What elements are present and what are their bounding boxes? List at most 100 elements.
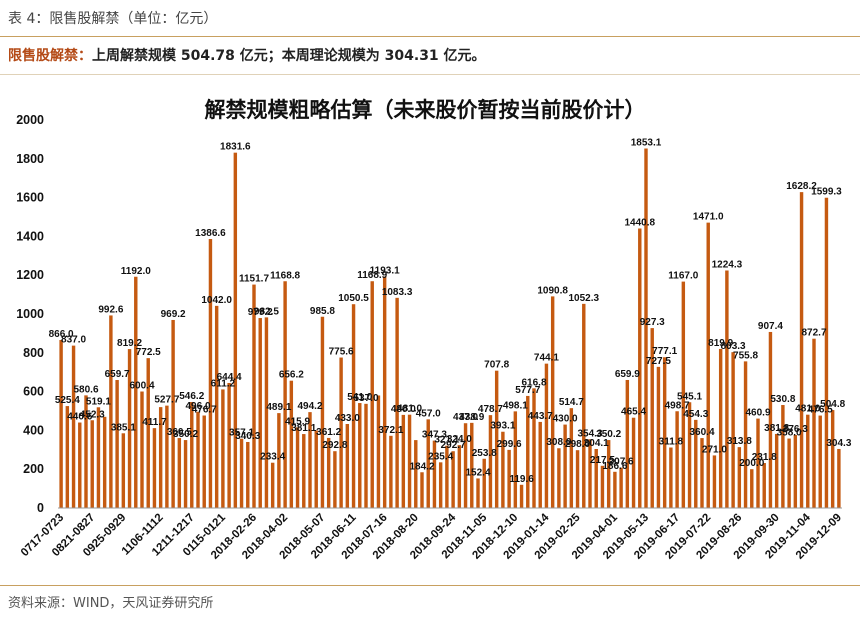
y-tick-label: 2000 [16,113,44,127]
data-label: 1599.3 [811,187,842,198]
y-tick-label: 1200 [16,268,44,282]
bar [190,402,194,508]
data-label: 452.3 [80,409,105,420]
bar [152,428,157,508]
bar [507,449,511,508]
data-label: 235.4 [428,451,453,462]
bar [407,414,412,508]
bar [830,410,835,508]
bar [631,417,636,508]
bar [432,440,437,508]
bar [270,462,275,508]
data-label: 361.2 [316,427,341,438]
bar [183,440,188,508]
bar [320,316,325,508]
bar [681,281,686,508]
data-label: 460.9 [745,408,770,419]
bar [227,382,231,508]
data-label: 321.1 [434,435,459,446]
bar [787,438,791,508]
data-label: 481.0 [397,404,422,415]
data-label: 580.6 [73,384,98,395]
data-label: 231.8 [752,452,777,463]
bar [333,451,337,508]
data-label: 358.0 [777,428,802,439]
table-title: 表 4：限售股解禁（单位：亿元） [8,11,218,27]
bar [134,276,138,508]
data-label: 577.7 [515,385,540,396]
bar [463,423,468,508]
summary-label: 限售股解禁： [8,48,92,64]
data-label: 217.5 [590,455,615,466]
summary-line: 限售股解禁：上周解禁规模 504.78 亿元；本周理论规模为 304.31 亿元… [8,45,486,65]
data-label: 360.4 [689,427,714,438]
bar [252,284,256,508]
data-label: 347.3 [422,430,447,441]
bar [737,447,742,508]
data-label: 393.1 [490,421,515,432]
data-label: 546.2 [179,391,204,402]
bar [426,419,430,508]
data-label: 504.8 [820,399,845,410]
bar [700,438,704,508]
data-label: 152.4 [465,467,490,478]
data-label: 727.5 [646,356,671,367]
data-label: 837.0 [61,335,86,346]
bar [445,445,449,508]
data-label: 1193.1 [370,266,400,277]
bar [370,281,374,508]
bar [457,445,462,508]
bar [675,411,679,508]
data-label: 527.7 [154,395,179,406]
data-label: 299.6 [497,439,522,450]
bar [171,319,175,508]
bar [544,363,549,508]
bar [84,395,88,508]
bar [59,339,63,508]
bar [669,447,673,508]
data-label: 927.3 [640,317,665,328]
bar [158,407,163,508]
data-label: 1042.0 [201,295,232,306]
data-label: 437.0 [453,412,478,423]
summary-divider [0,74,860,75]
data-label: 1168.8 [270,270,300,281]
y-tick-label: 1800 [16,152,44,166]
data-label: 541.0 [347,392,372,403]
bar [725,270,729,508]
bottom-divider [0,585,860,586]
bar [718,348,723,508]
bar [806,414,810,508]
bar [824,197,829,508]
bar [594,449,598,508]
data-label: 969.2 [161,309,186,320]
summary-text: 上周解禁规模 504.78 亿元；本周理论规模为 304.31 亿元。 [92,48,486,64]
bars-group [59,148,841,508]
bar [482,458,486,508]
data-label: 350.2 [173,429,198,440]
data-label: 385.1 [111,422,136,433]
data-label: 537.0 [353,393,378,404]
data-label: 411.7 [142,417,167,428]
data-label: 465.4 [621,407,646,418]
bar [557,448,561,508]
data-label: 440.6 [67,412,92,423]
source-note: 资料来源：WIND，天风证券研究所 [8,596,214,611]
bar [625,379,630,508]
data-label: 1052.3 [568,293,599,304]
bar [389,435,393,508]
bar [382,276,387,508]
data-label: 430.0 [553,414,578,425]
bar [538,421,542,508]
bar [376,395,381,508]
data-label: 454.3 [683,409,708,420]
data-label: 186.6 [602,461,627,472]
data-label: 324.0 [447,434,472,445]
data-label: 381.1 [291,423,316,434]
data-label: 480.0 [391,404,416,415]
data-label: 1628.2 [786,181,817,192]
bar [401,414,406,508]
data-label: 207.6 [609,457,634,468]
unlock-scale-bar-chart: 解禁规模粗略估算（未来股价暂按当前股价计） 0 200 400 600 800 1000 1… [16,98,852,562]
data-label: 514.7 [559,397,584,408]
